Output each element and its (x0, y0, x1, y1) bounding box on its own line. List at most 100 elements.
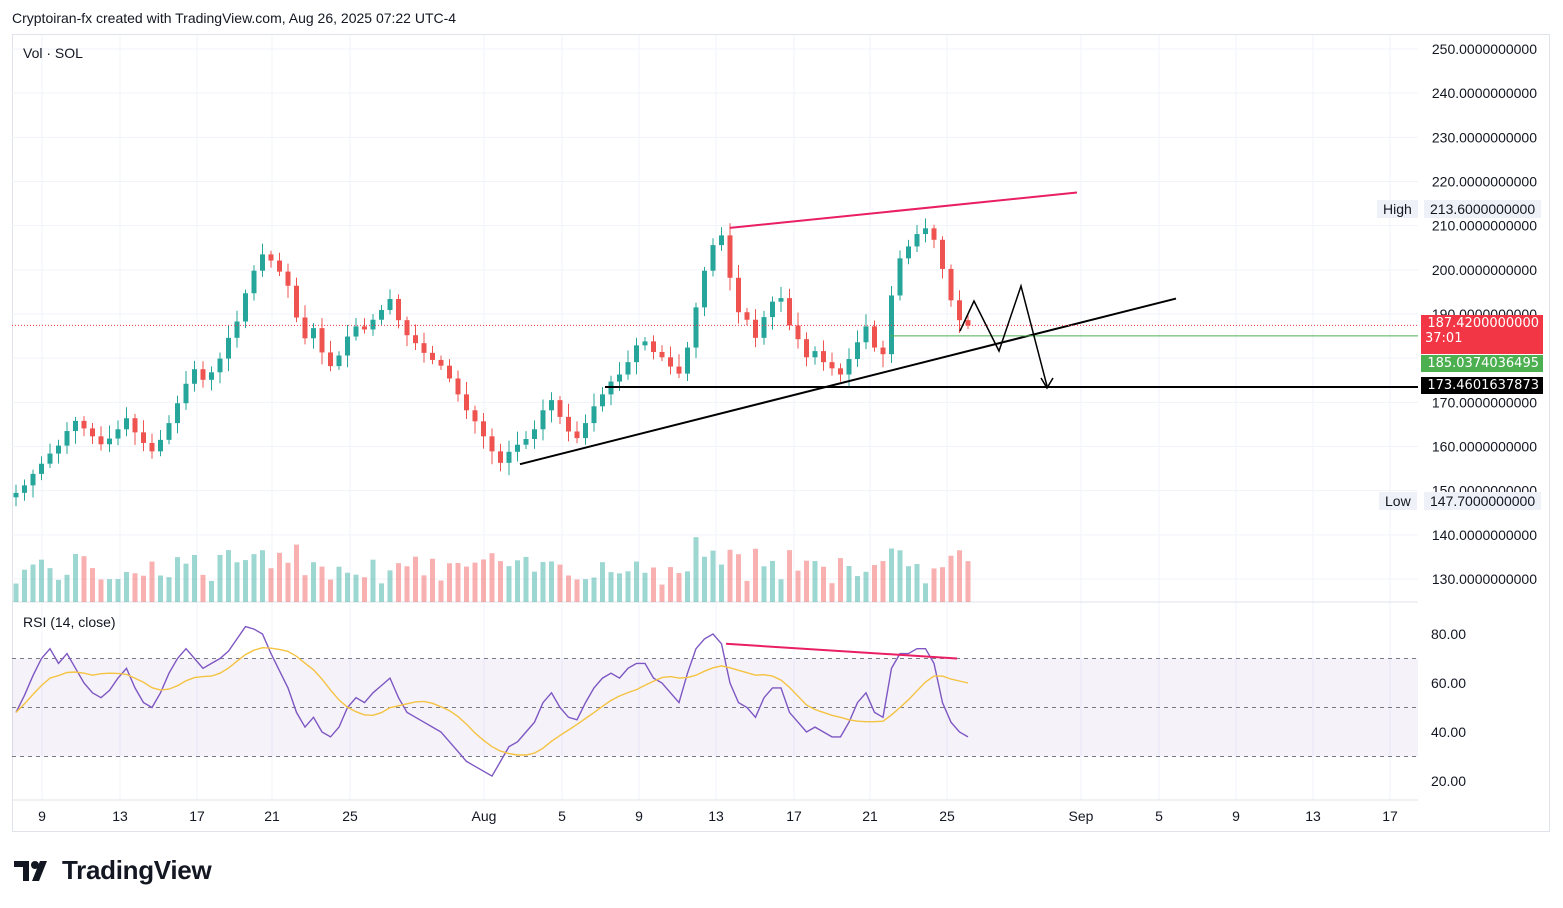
time-tick-label: 25 (342, 808, 358, 824)
candle-body (183, 383, 189, 404)
volume-bar (464, 566, 469, 602)
tradingview-brand[interactable]: TradingView (14, 855, 212, 886)
candle-body (855, 342, 860, 360)
candle-body (625, 362, 631, 375)
volume-bar (260, 550, 265, 602)
time-tick-label: 13 (1305, 808, 1321, 824)
volume-bar (778, 579, 784, 602)
last-price-tag: 187.4200000000 37:01 (1421, 315, 1543, 354)
candle-body (90, 428, 95, 437)
volume-bar (413, 556, 418, 602)
time-tick-label: 25 (939, 808, 955, 824)
rsi-line (15, 625, 969, 778)
tradingview-logo-icon (14, 860, 47, 881)
volume-bar (294, 544, 299, 602)
candle-body (557, 400, 563, 417)
volume-bar (719, 564, 724, 602)
main-pane-label: Vol · SOL (23, 45, 83, 61)
candle-body (948, 268, 954, 301)
volume-bar (846, 566, 852, 602)
volume-bar (583, 579, 588, 602)
price-tick-label: 130.0000000000 (1432, 571, 1537, 587)
price-tick-label: 240.0000000000 (1432, 85, 1537, 101)
price-tick-label: 170.0000000000 (1432, 394, 1537, 410)
last-price-value: 187.4200000000 (1427, 316, 1539, 331)
volume-bar (200, 574, 206, 602)
volume-bar (175, 557, 180, 602)
volume-bar (642, 572, 648, 602)
volume-bar (107, 579, 112, 602)
green-level-tag: 185.0374036495 (1421, 355, 1543, 372)
volume-bar (447, 563, 452, 602)
candle-body (787, 298, 792, 326)
candle-body (719, 235, 724, 246)
candle-body (753, 319, 758, 338)
candle-body (226, 337, 231, 359)
price-tick-label: 250.0000000000 (1432, 41, 1537, 57)
volume-bar (421, 575, 427, 602)
price-tick-label: 220.0000000000 (1432, 174, 1537, 190)
low-value: 147.7000000000 (1424, 492, 1542, 510)
candle-body (829, 362, 835, 369)
candle-body (846, 359, 852, 375)
time-tick-label: 17 (786, 808, 802, 824)
candle-body (940, 239, 945, 269)
volume-bar (523, 556, 529, 602)
volume-bar (438, 580, 444, 602)
volume-bar (404, 566, 410, 602)
candle-body (404, 320, 410, 336)
candle-body (727, 235, 733, 278)
volume-bar (812, 561, 818, 602)
candle-body (396, 298, 401, 321)
candle-body (532, 429, 537, 439)
volume-bar (855, 576, 860, 602)
volume-bar (957, 550, 962, 602)
volume-bar (81, 556, 87, 602)
time-tick-label: 9 (38, 808, 46, 824)
volume-bar (319, 566, 325, 602)
volume-bar (124, 571, 129, 602)
candle-body (192, 369, 197, 384)
time-tick-label: 9 (1232, 808, 1240, 824)
volume-bar (710, 550, 716, 602)
candle-body (455, 378, 461, 395)
candle-body (464, 394, 469, 411)
candle-body (277, 260, 282, 272)
volume-bar (600, 562, 605, 602)
time-tick-label: 21 (264, 808, 280, 824)
candle-body (166, 423, 172, 440)
candle-body (81, 420, 87, 429)
volume-bar (676, 573, 682, 602)
projection-arrowhead (1040, 377, 1054, 390)
candle-body (863, 326, 869, 343)
time-tick-label: 21 (862, 808, 878, 824)
candle-body (311, 328, 316, 339)
candle-body (642, 341, 648, 346)
volume-bar (489, 553, 495, 602)
volume-bar (829, 583, 835, 602)
volume-bar (192, 554, 197, 602)
volume-bar (141, 575, 146, 602)
volume-bar (362, 577, 367, 602)
volume-bar (625, 571, 631, 602)
time-tick-label: 9 (635, 808, 643, 824)
volume-bar (770, 560, 775, 602)
volume-bar (506, 566, 512, 602)
volume-bar (617, 573, 622, 602)
volume-bar (481, 559, 486, 602)
volume-bar (209, 580, 214, 602)
volume-bar (472, 562, 478, 602)
volume-bar (727, 549, 733, 602)
volume-bar (821, 566, 826, 602)
volume-bar (795, 570, 801, 602)
candle-body (693, 307, 699, 348)
candle-body (141, 432, 146, 443)
candle-body (923, 228, 928, 235)
rsi-tick-label: 40.00 (1431, 724, 1466, 740)
volume-bar (149, 561, 155, 602)
time-tick-label: 5 (1155, 808, 1163, 824)
projection-path (959, 283, 1048, 387)
rsi-tick-label: 80.00 (1431, 626, 1466, 642)
candle-body (634, 345, 639, 363)
